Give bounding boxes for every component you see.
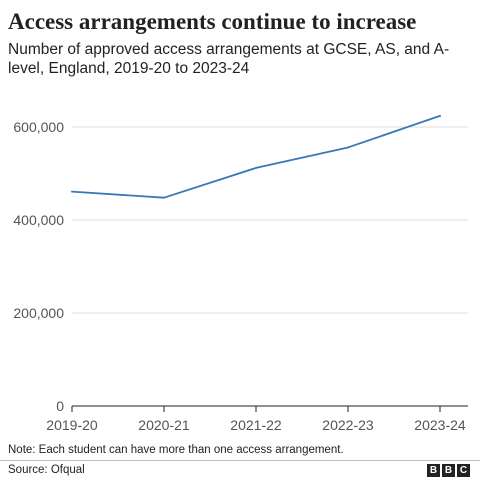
chart-note: Note: Each student can have more than on…: [8, 444, 344, 456]
source-credit: Source: Ofqual: [8, 464, 85, 476]
x-axis: 2019-20 2020-21 2021-22 2022-23 2023-24: [46, 405, 468, 433]
data-point: [439, 114, 441, 117]
bbc-logo: B B C: [427, 464, 470, 477]
data-point: [255, 167, 257, 169]
series-lines: [71, 114, 441, 199]
data-point: [71, 190, 73, 193]
x-tick-label: 2019-20: [46, 417, 98, 433]
footer-divider: [0, 460, 480, 461]
gridlines: [72, 126, 468, 314]
chart-title: Access arrangements continue to increase: [8, 9, 417, 34]
y-tick-label: 600,000: [13, 119, 64, 135]
y-tick-label: 0: [56, 398, 64, 414]
x-tick-label: 2022-23: [322, 417, 374, 433]
x-tick-label: 2021-22: [230, 417, 282, 433]
data-point: [163, 196, 165, 199]
chart-subtitle: Number of approved access arrangements a…: [8, 41, 450, 77]
line-chart: 0 200,000 400,000 600,000 2019-20 2020-21 202…: [13, 114, 468, 433]
x-tick-label: 2023-24: [414, 417, 466, 433]
bbc-logo-block: C: [457, 464, 470, 477]
bbc-logo-block: B: [427, 464, 440, 477]
x-tick-label: 2020-21: [138, 417, 190, 433]
y-tick-label: 400,000: [13, 212, 64, 228]
data-point: [347, 146, 349, 149]
bbc-logo-block: B: [442, 464, 455, 477]
y-tick-label: 200,000: [13, 305, 64, 321]
series-line: [71, 114, 441, 199]
y-axis-tick-labels: 0 200,000 400,000 600,000: [13, 119, 64, 414]
